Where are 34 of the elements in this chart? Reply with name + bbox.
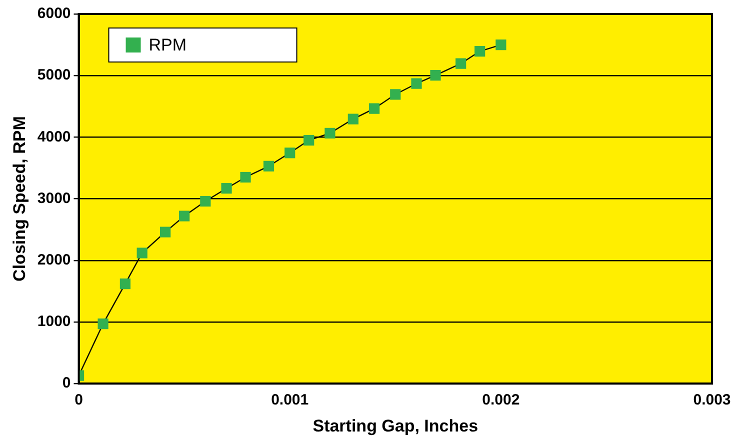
point	[136, 248, 148, 258]
y-tick-label: 3000	[37, 190, 71, 207]
x-tick-label: 0	[74, 392, 83, 409]
point	[411, 78, 422, 89]
point	[474, 46, 486, 57]
point	[179, 210, 190, 222]
y-axis-title: Closing Speed, RPM	[10, 116, 29, 282]
point	[430, 70, 441, 81]
legend-label: RPM	[148, 36, 187, 55]
point	[304, 134, 314, 146]
point	[324, 128, 336, 138]
x-tick-label: 0.003	[693, 392, 731, 409]
x-tick-label: 0.001	[271, 392, 309, 409]
y-tick-label: 5000	[37, 66, 71, 84]
y-tick-label: 6000	[37, 5, 71, 22]
y-tick-label: 4000	[37, 128, 71, 146]
point	[390, 89, 401, 100]
y-tick-label: 0	[62, 374, 71, 392]
point	[284, 148, 296, 158]
point	[200, 196, 211, 207]
point	[98, 318, 108, 330]
point	[221, 183, 232, 194]
x-tick-label: 0.002	[482, 392, 520, 409]
y-tick-label: 1000	[37, 313, 71, 330]
point	[456, 58, 466, 69]
y-tick-label: 2000	[37, 252, 71, 269]
point	[263, 160, 274, 172]
point	[120, 278, 131, 290]
point	[160, 226, 171, 238]
x-axis-title: Starting Gap, Inches	[312, 416, 478, 436]
point	[240, 172, 251, 183]
point	[348, 114, 358, 124]
point	[496, 39, 506, 50]
point	[368, 103, 380, 114]
